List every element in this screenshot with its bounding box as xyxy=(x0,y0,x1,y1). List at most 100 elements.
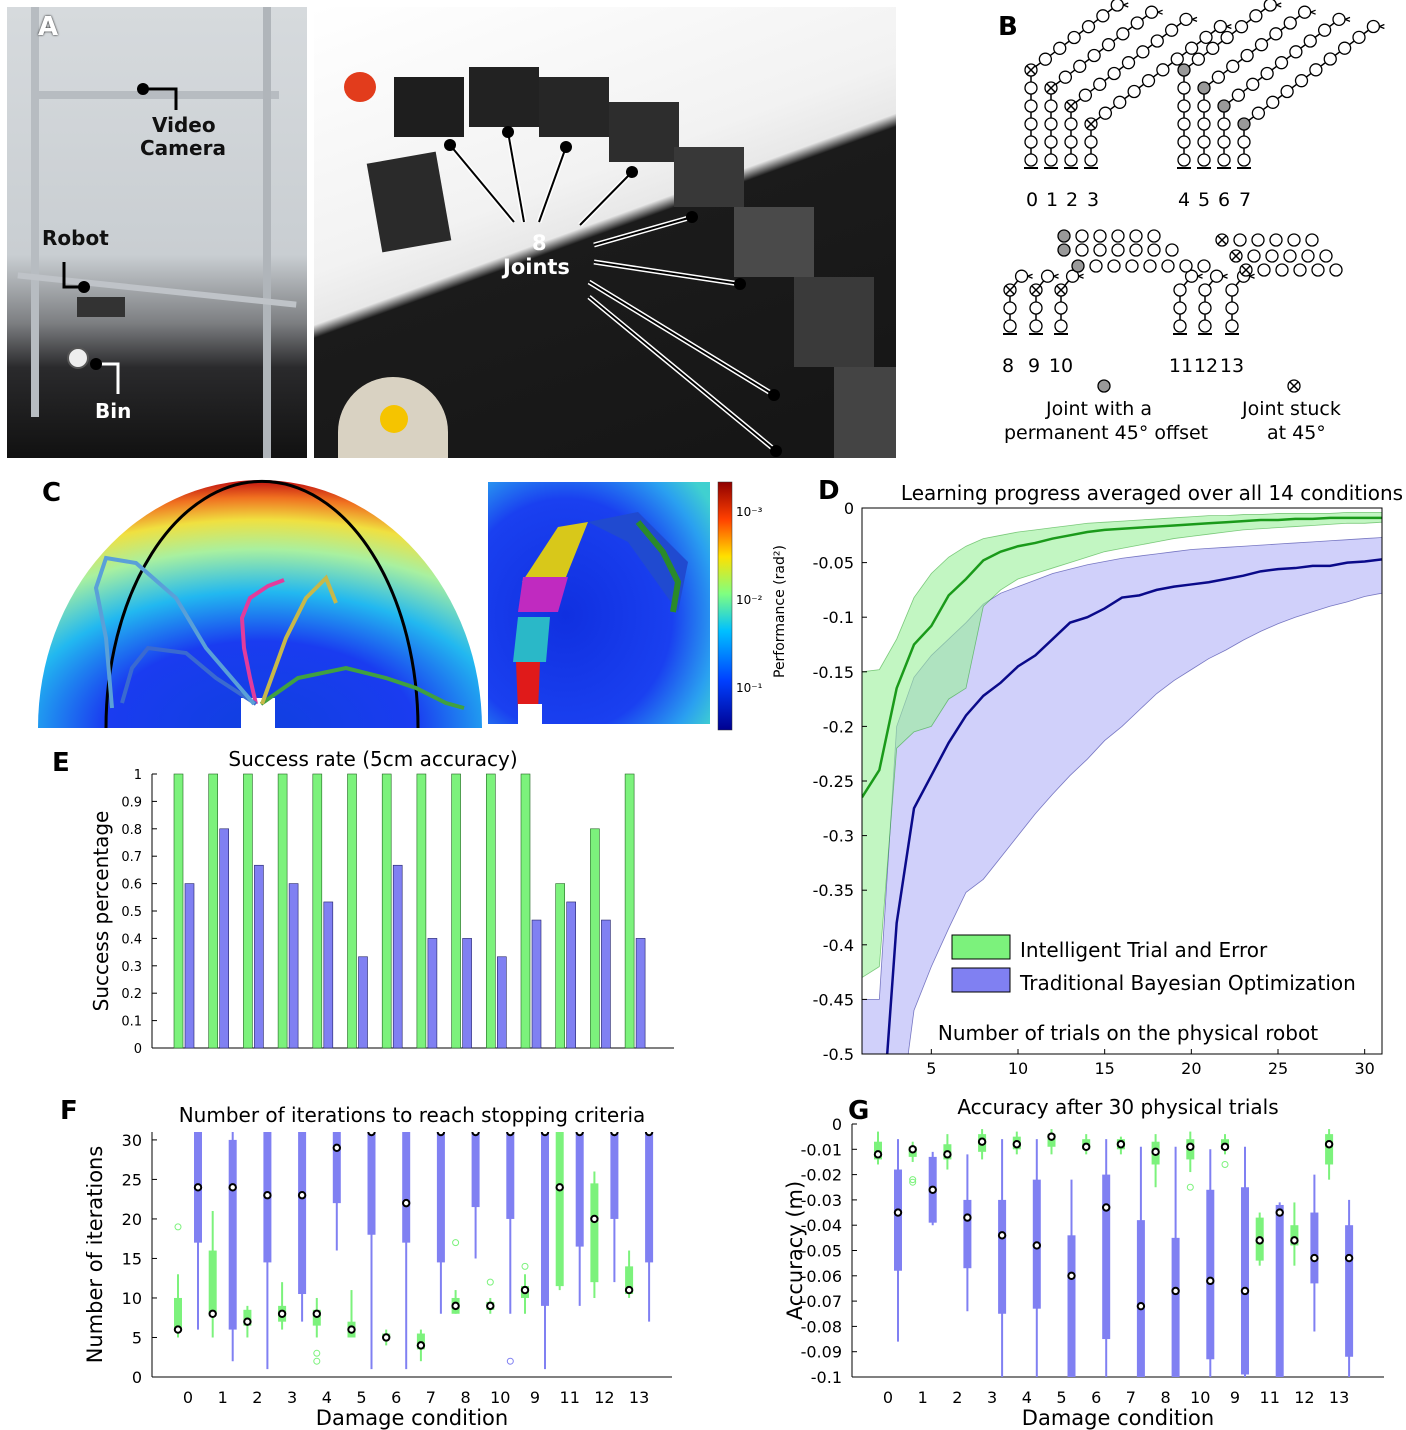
arm-segment xyxy=(734,207,814,277)
joint-circle xyxy=(1067,30,1081,45)
median-marker-ite xyxy=(208,1309,217,1318)
gripper xyxy=(1123,2,1129,8)
joint-circle xyxy=(1197,81,1211,95)
median-marker-ite xyxy=(520,1285,530,1295)
x-tick-label: 10 xyxy=(490,1388,510,1407)
joint-circle xyxy=(1323,52,1337,66)
joint-circle xyxy=(1329,263,1343,277)
joint-circle xyxy=(1075,243,1089,257)
y-tick-label: -0.01 xyxy=(801,1140,842,1159)
x-tick-label: 9 xyxy=(530,1388,540,1407)
x-tick-label: 8 xyxy=(461,1388,471,1407)
confidence-band-ite xyxy=(862,511,1382,979)
condition-label: 11 xyxy=(1169,355,1193,377)
y-tick-label: 0.2 xyxy=(121,987,142,1002)
box-bo xyxy=(367,1132,376,1235)
chart-title: Learning progress averaged over all 14 c… xyxy=(901,481,1403,505)
joint-circle xyxy=(1269,27,1283,41)
bin-photo xyxy=(67,347,89,369)
y-tick-label: 0 xyxy=(832,1115,842,1134)
y-tick-label: 0.8 xyxy=(121,823,142,838)
bar-bo-3 xyxy=(288,883,299,1049)
joint-circle xyxy=(1283,249,1297,263)
y-tick-label: -0.05 xyxy=(813,554,854,573)
label-joints-count: 8 xyxy=(532,231,547,255)
x-tick-label: 30 xyxy=(1354,1059,1374,1076)
joint-circle xyxy=(1087,48,1101,63)
x-tick-label: 7 xyxy=(1126,1388,1136,1407)
median-marker-bo xyxy=(436,1132,446,1137)
joint-circle xyxy=(1116,27,1130,41)
joint-circle xyxy=(1319,249,1333,263)
condition-label: 4 xyxy=(1178,189,1190,211)
frame-bar xyxy=(31,91,279,99)
bar-bo-11 xyxy=(566,901,577,1049)
joint-circle xyxy=(1352,30,1366,44)
joint-circle xyxy=(1044,153,1058,167)
joint-circle xyxy=(1098,106,1113,120)
chart-title: Number of iterations to reach stopping c… xyxy=(179,1103,646,1127)
x-tick-label: 0 xyxy=(883,1388,893,1407)
joint-stuck-mark xyxy=(1046,83,1056,93)
joint-circle xyxy=(1057,229,1071,243)
joint-circle xyxy=(1147,229,1161,243)
y-tick-label: -0.1 xyxy=(811,1368,842,1387)
median-marker-bo xyxy=(540,1132,550,1137)
median-marker-ite xyxy=(1186,1142,1195,1151)
x-tick-label: 12 xyxy=(594,1388,614,1407)
box-bo xyxy=(1310,1212,1319,1284)
x-tick-label: 1 xyxy=(218,1388,228,1407)
box-bo xyxy=(645,1132,654,1263)
y-tick-label: -0.4 xyxy=(823,936,854,955)
y-tick-label: -0.08 xyxy=(801,1317,842,1336)
y-tick-label: 0.3 xyxy=(121,960,142,975)
box-ite xyxy=(1325,1134,1334,1165)
x-tick-label: 15 xyxy=(1094,1059,1114,1076)
gripper xyxy=(1310,9,1316,15)
median-marker-ite xyxy=(312,1309,322,1318)
joint-circle xyxy=(1164,23,1179,37)
bar-ite-0 xyxy=(173,773,184,1049)
x-tick-label: 7 xyxy=(426,1388,436,1407)
y-tick-label: 0.1 xyxy=(121,1015,142,1030)
series-line-ite xyxy=(862,516,1382,799)
joint-circle xyxy=(1217,117,1231,131)
bar-bo-10 xyxy=(496,956,507,1049)
joint-circle xyxy=(1101,38,1116,52)
median-marker-ite xyxy=(908,1145,917,1154)
median-marker-bo xyxy=(367,1132,376,1137)
box-bo xyxy=(332,1132,341,1204)
gripper xyxy=(1379,23,1385,30)
joint-circle xyxy=(1274,56,1289,70)
y-tick-label: 0 xyxy=(134,1042,142,1057)
x-tick-label: 11 xyxy=(1260,1388,1280,1407)
median-marker-ite xyxy=(1116,1140,1126,1149)
box-bo xyxy=(998,1199,1007,1314)
condition-label: 7 xyxy=(1239,189,1251,211)
condition-label: 1 xyxy=(1046,189,1058,211)
joint-circle xyxy=(1144,5,1159,19)
condition-label: 13 xyxy=(1220,355,1244,377)
joint-circle xyxy=(1254,38,1269,52)
plot-area xyxy=(862,511,1382,1054)
median-marker-bo xyxy=(997,1231,1007,1240)
median-marker-ite xyxy=(873,1150,883,1159)
joint-circle xyxy=(1024,81,1038,95)
condition-label: 3 xyxy=(1087,189,1099,211)
joint-circle xyxy=(1073,59,1087,73)
joint-circle xyxy=(1177,153,1191,167)
box-bo xyxy=(1067,1235,1076,1377)
gripper xyxy=(1222,273,1228,279)
joint-stuck-mark xyxy=(1231,251,1241,261)
outlier-ite xyxy=(521,1262,529,1270)
x-axis-label: Damage condition xyxy=(1022,1406,1214,1430)
bar-ite-11 xyxy=(555,883,566,1049)
x-tick-label: 6 xyxy=(391,1388,401,1407)
box-bo xyxy=(541,1132,549,1306)
joint-circle xyxy=(1211,70,1226,84)
condition-label: 12 xyxy=(1194,355,1218,377)
median-marker-bo xyxy=(1171,1286,1180,1296)
median-marker-bo xyxy=(1310,1253,1319,1263)
median-marker-bo xyxy=(332,1143,342,1153)
median-marker-ite xyxy=(1324,1140,1334,1149)
